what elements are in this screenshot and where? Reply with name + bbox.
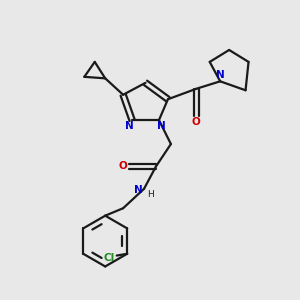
Text: H: H — [147, 190, 154, 199]
Text: N: N — [216, 70, 224, 80]
Text: Cl: Cl — [103, 253, 115, 263]
Text: O: O — [118, 161, 127, 171]
Text: O: O — [192, 117, 201, 127]
Text: N: N — [134, 185, 143, 195]
Text: N: N — [157, 121, 166, 130]
Text: N: N — [125, 121, 134, 130]
